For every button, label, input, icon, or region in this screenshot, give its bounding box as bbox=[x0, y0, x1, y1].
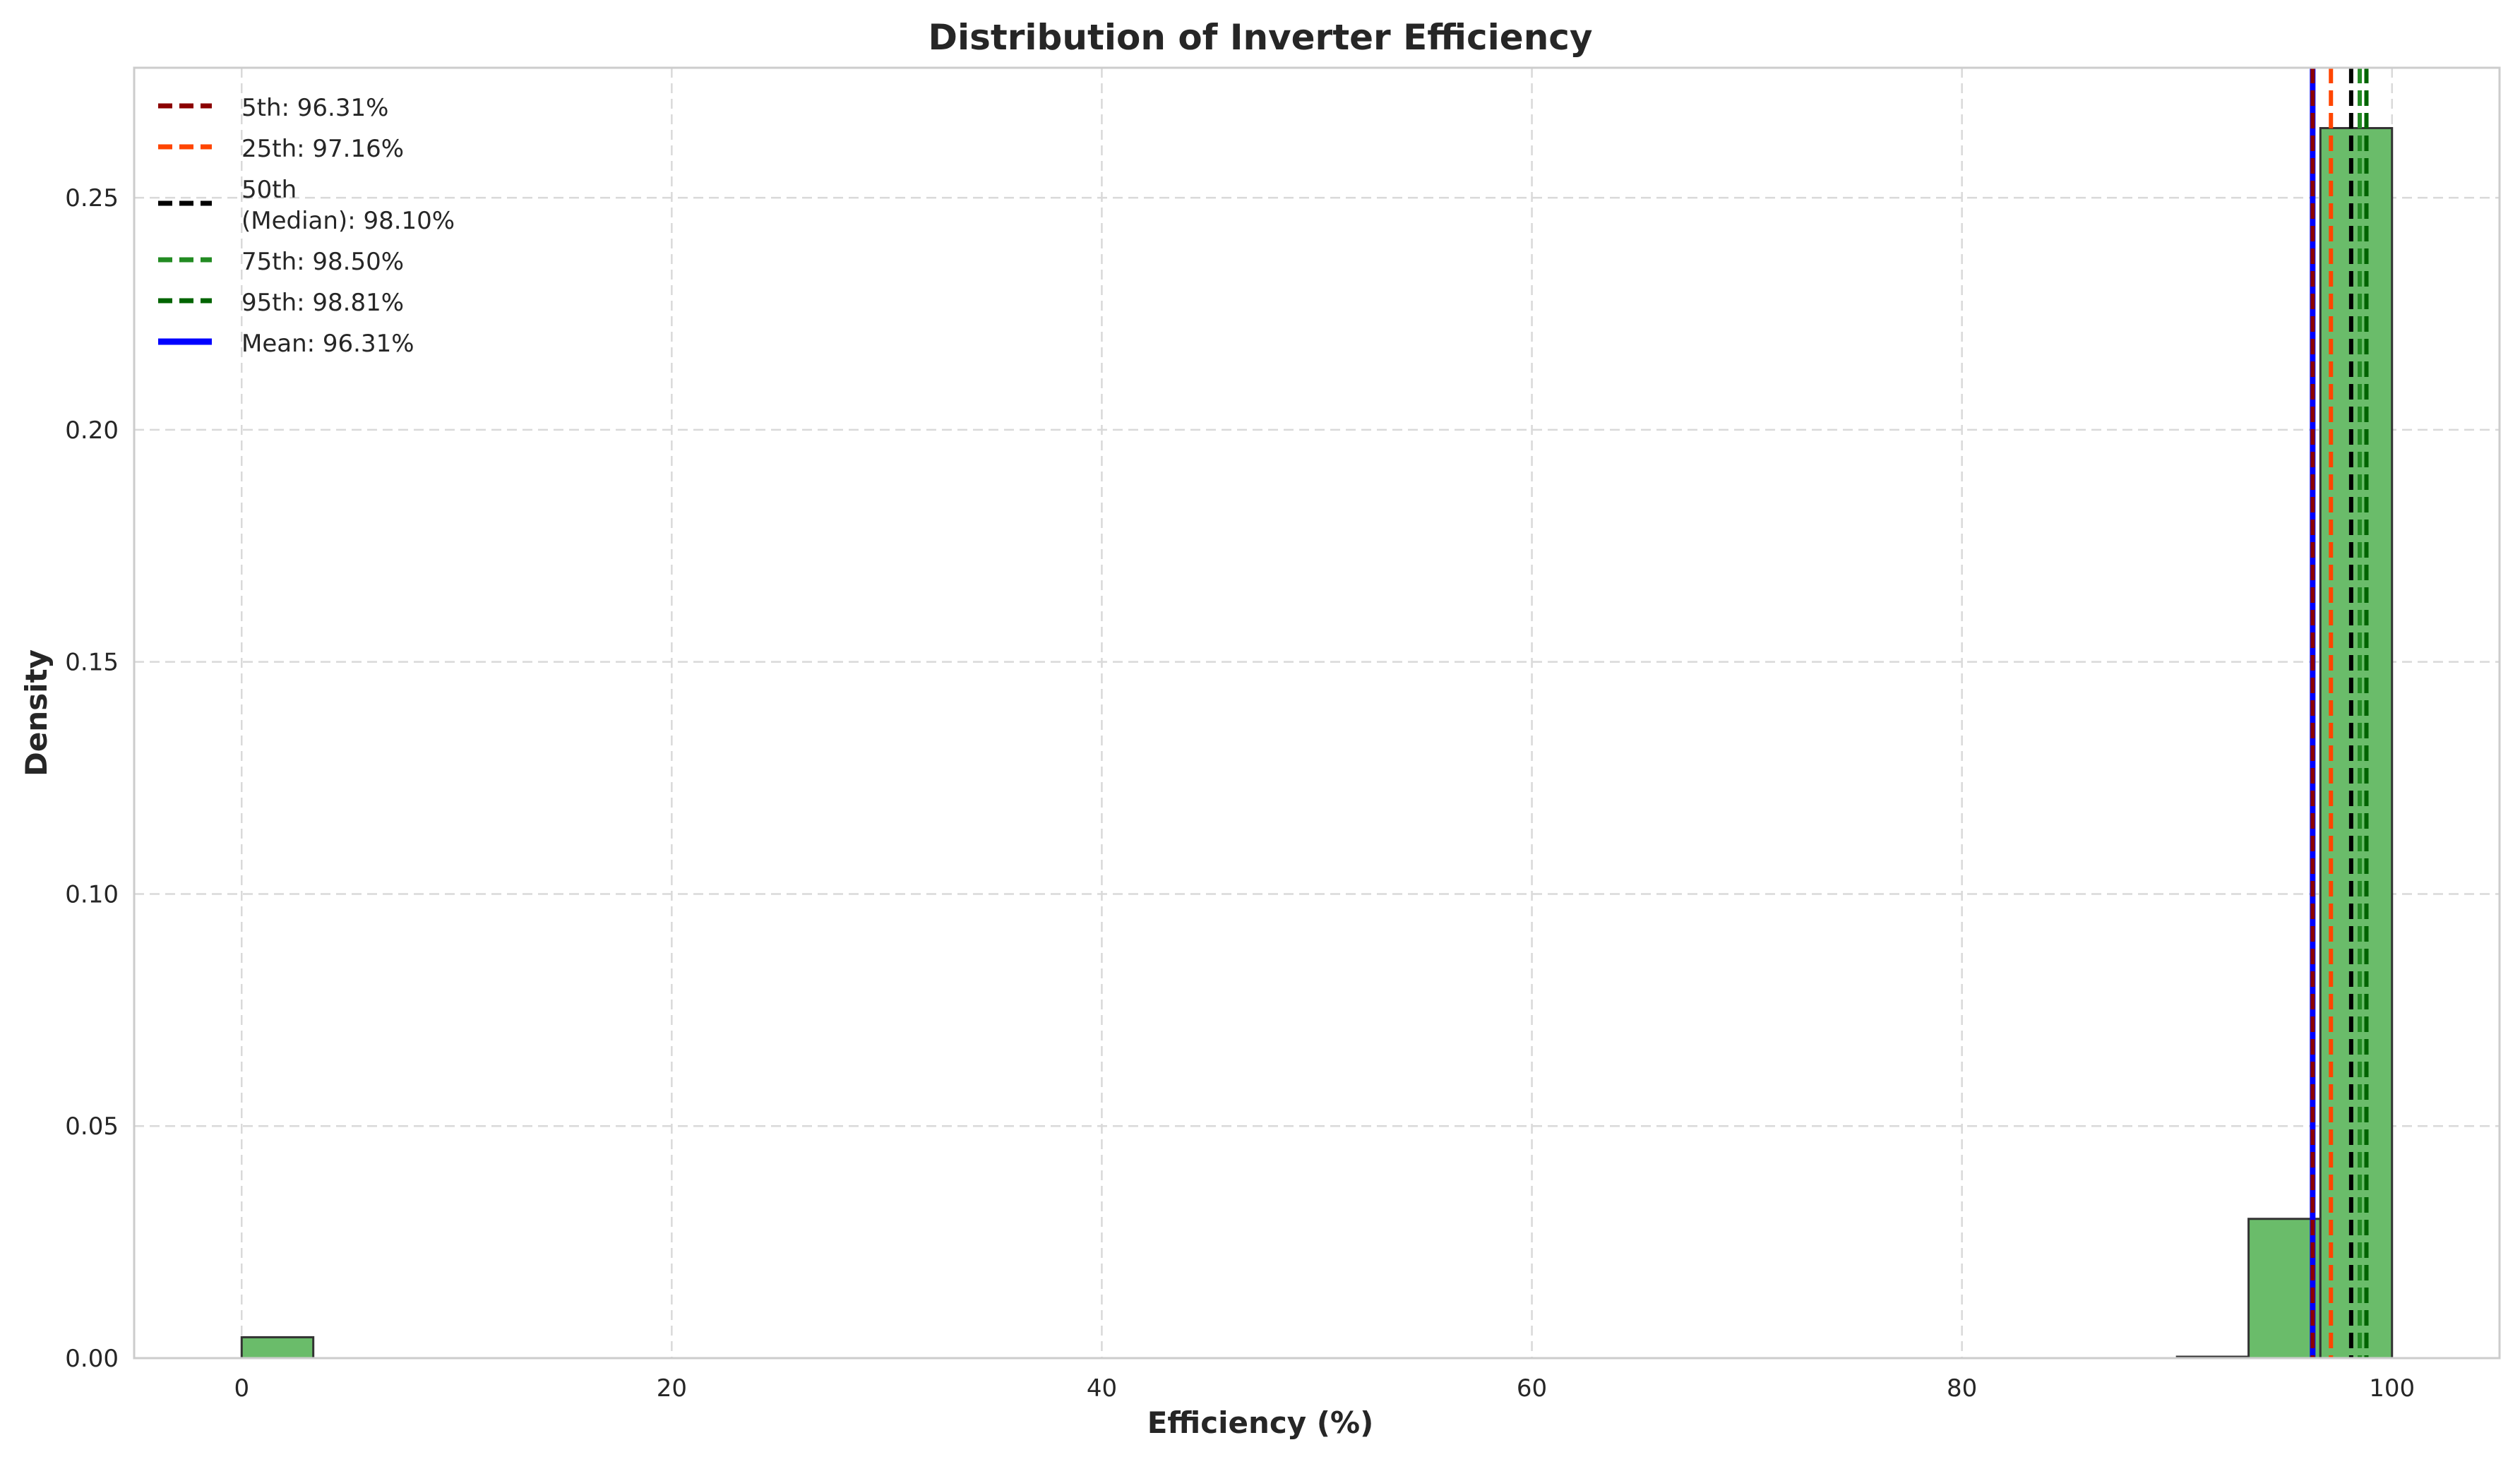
x-tick-label: 100 bbox=[2369, 1374, 2415, 1403]
legend-label: 75th: 98.50% bbox=[241, 248, 404, 276]
legend-label: 25th: 97.16% bbox=[241, 135, 404, 163]
y-axis-label: Density bbox=[19, 649, 54, 776]
y-tick-label: 0.15 bbox=[65, 649, 119, 677]
bars-layer bbox=[240, 126, 2394, 1360]
x-axis-label: Efficiency (%) bbox=[1147, 1405, 1374, 1440]
y-tick-label: 0.00 bbox=[65, 1345, 119, 1373]
legend-label: Mean: 96.31% bbox=[241, 330, 414, 358]
legend-label: 95th: 98.81% bbox=[241, 289, 404, 317]
x-tick-label: 0 bbox=[234, 1374, 249, 1403]
histogram-bar bbox=[240, 1336, 315, 1360]
y-tick-label: 0.25 bbox=[65, 184, 119, 212]
legend-label: 5th: 96.31% bbox=[241, 94, 388, 122]
x-tick-label: 60 bbox=[1517, 1374, 1547, 1403]
y-tick-label: 0.05 bbox=[65, 1112, 119, 1141]
reference-lines-layer bbox=[2310, 68, 2369, 1358]
histogram-bar bbox=[2247, 1218, 2322, 1360]
legend-label: 50th bbox=[241, 176, 297, 204]
plot-area-frame bbox=[133, 66, 2501, 1360]
histogram-bar bbox=[2319, 126, 2394, 1360]
legend-label: (Median): 98.10% bbox=[241, 207, 455, 235]
chart-title: Distribution of Inverter Efficiency bbox=[928, 17, 1592, 58]
x-tick-label: 20 bbox=[657, 1374, 687, 1403]
x-tick-label: 40 bbox=[1087, 1374, 1117, 1403]
x-tick-label: 80 bbox=[1947, 1374, 1977, 1403]
y-tick-label: 0.20 bbox=[65, 416, 119, 445]
axis-ticks-layer: 0 20 40 60 80 100 0.00 0.05 0.10 0.15 0.20 0.25 bbox=[65, 184, 2415, 1403]
grid-layer bbox=[134, 68, 2500, 1360]
y-tick-label: 0.10 bbox=[65, 880, 119, 908]
legend: 5th: 96.31% 25th: 97.16% 50th (Median): 98.… bbox=[158, 94, 455, 358]
